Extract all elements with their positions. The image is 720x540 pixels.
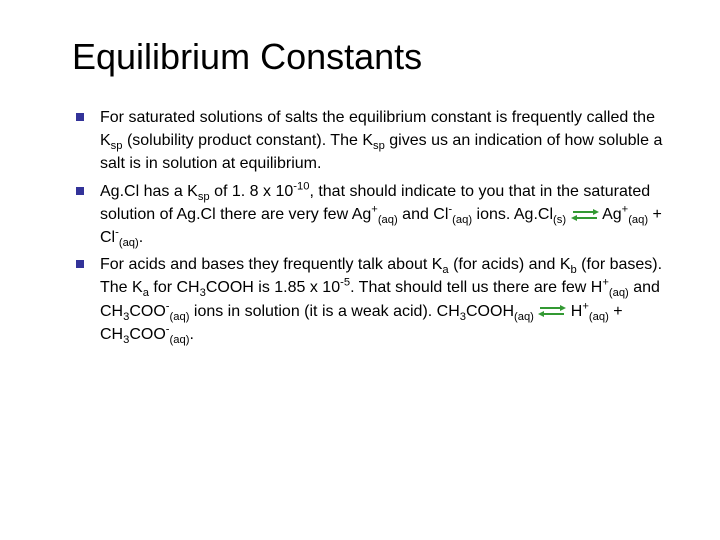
subscript: (aq)	[589, 311, 609, 323]
subscript: 3	[200, 288, 206, 300]
bullet-item: For acids and bases they frequently talk…	[72, 253, 680, 346]
subscript: 3	[460, 311, 466, 323]
subscript: sp	[198, 191, 210, 203]
subscript: (aq)	[378, 214, 398, 226]
slide-title: Equilibrium Constants	[72, 36, 680, 78]
bullet-item: Ag.Cl has a Ksp of 1. 8 x 10-10, that sh…	[72, 180, 680, 250]
subscript: (s)	[553, 214, 566, 226]
subscript: (aq)	[452, 214, 472, 226]
equilibrium-arrows-icon	[538, 304, 566, 318]
subscript: 3	[123, 334, 129, 346]
subscript: (aq)	[119, 237, 139, 249]
subscript: (aq)	[514, 311, 534, 323]
subscript: (aq)	[609, 288, 629, 300]
equilibrium-arrows-icon	[571, 208, 599, 222]
superscript: -5	[340, 277, 350, 289]
subscript: b	[570, 264, 576, 276]
subscript: a	[442, 264, 448, 276]
subscript: sp	[111, 140, 123, 152]
subscript: (aq)	[170, 334, 190, 346]
bullet-list: For saturated solutions of salts the equ…	[72, 106, 680, 346]
subscript: (aq)	[628, 214, 648, 226]
subscript: a	[143, 288, 149, 300]
subscript: (aq)	[170, 311, 190, 323]
slide: Equilibrium Constants For saturated solu…	[0, 0, 720, 540]
subscript: 3	[123, 311, 129, 323]
bullet-item: For saturated solutions of salts the equ…	[72, 106, 680, 176]
superscript: -10	[293, 180, 309, 192]
subscript: sp	[373, 140, 385, 152]
